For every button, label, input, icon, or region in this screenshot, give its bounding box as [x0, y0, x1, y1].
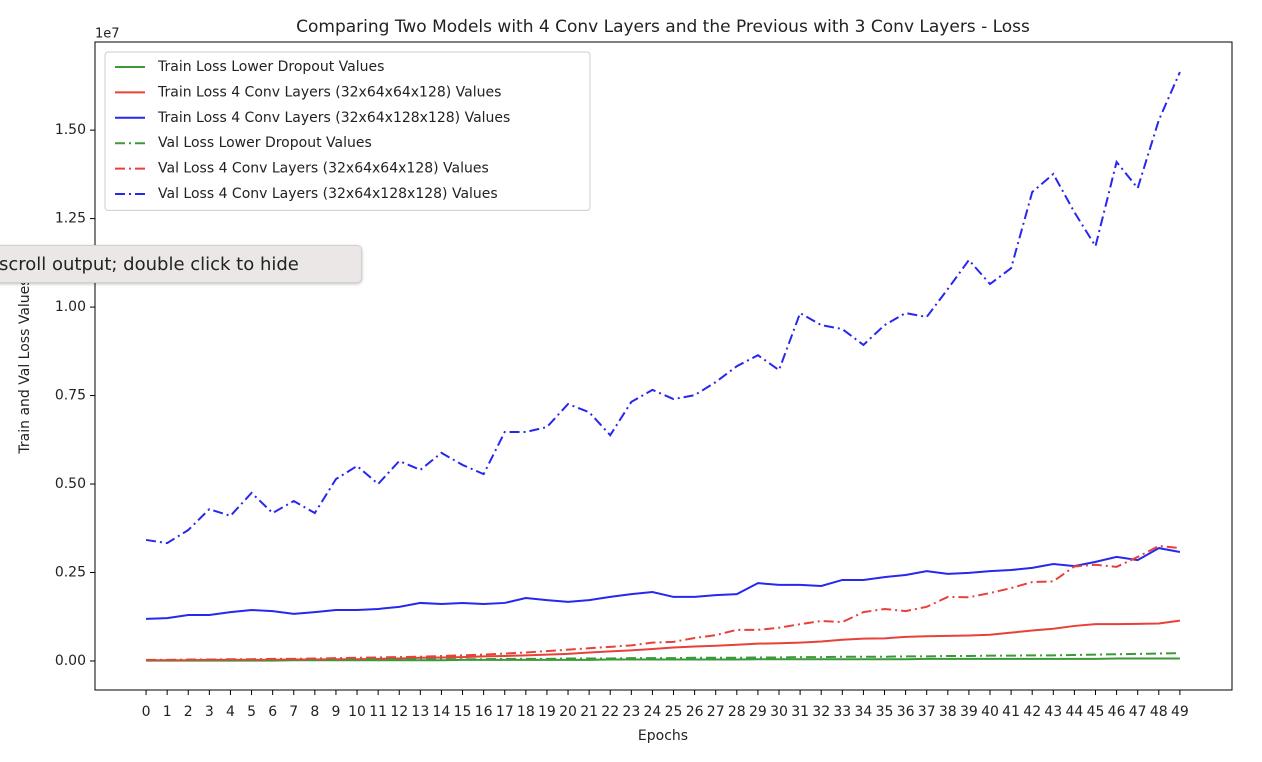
- x-tick-label: 9: [331, 704, 340, 720]
- chart-title: Comparing Two Models with 4 Conv Layers …: [296, 17, 1030, 37]
- series-line: [146, 619, 1181, 662]
- x-tick-label: 33: [833, 704, 851, 720]
- x-tick-label: 47: [1129, 704, 1147, 720]
- x-tick-label: 12: [390, 704, 408, 720]
- x-tick-label: 36: [897, 704, 915, 720]
- x-tick-label: 32: [812, 704, 830, 720]
- x-tick-label: 20: [559, 704, 577, 720]
- x-tick-label: 34: [854, 704, 872, 720]
- x-tick-label: 35: [876, 704, 894, 720]
- legend-label: Train Loss 4 Conv Layers (32x64x128x128)…: [157, 110, 510, 126]
- x-tick-label: 25: [665, 704, 683, 720]
- x-tick-label: 10: [348, 704, 366, 720]
- legend-label: Val Loss Lower Dropout Values: [158, 135, 372, 151]
- y-tick-label: 1.00: [55, 299, 86, 315]
- x-tick-label: 1: [163, 704, 172, 720]
- x-tick-label: 6: [268, 704, 277, 720]
- x-tick-label: 31: [791, 704, 809, 720]
- legend-label: Train Loss 4 Conv Layers (32x64x64x128) …: [157, 84, 501, 100]
- x-tick-label: 19: [538, 704, 556, 720]
- plot-frame: [94, 41, 1233, 691]
- x-tick-label: 29: [749, 704, 767, 720]
- x-tick-label: 49: [1171, 704, 1189, 720]
- x-tick-label: 2: [184, 704, 193, 720]
- y-tick-label: 1.25: [55, 211, 86, 227]
- x-tick-label: 13: [411, 704, 429, 720]
- x-tick-label: 44: [1065, 704, 1083, 720]
- x-tick-label: 43: [1044, 704, 1062, 720]
- x-tick-label: 42: [1023, 704, 1041, 720]
- x-tick-label: 14: [433, 704, 451, 720]
- x-tick-label: 45: [1087, 704, 1105, 720]
- x-tick-label: 23: [622, 704, 640, 720]
- x-tick-label: 27: [707, 704, 725, 720]
- y-tick-label: 0.50: [55, 476, 86, 492]
- series-line: [145, 71, 1181, 545]
- series-line: [146, 547, 1181, 620]
- x-tick-label: 46: [1108, 704, 1126, 720]
- x-tick-label: 30: [770, 704, 788, 720]
- x-tick-label: 39: [960, 704, 978, 720]
- x-tick-label: 22: [601, 704, 619, 720]
- x-tick-label: 5: [247, 704, 256, 720]
- x-tick-label: 28: [728, 704, 746, 720]
- x-tick-label: 0: [142, 704, 151, 720]
- x-tick-label: 38: [939, 704, 957, 720]
- x-tick-label: 4: [226, 704, 235, 720]
- y-axis-label: Train and Val Loss Values: [17, 278, 33, 454]
- y-tick-label: 0.25: [55, 565, 86, 581]
- x-tick-label: 7: [289, 704, 298, 720]
- x-tick-label: 48: [1150, 704, 1168, 720]
- x-tick-label: 18: [517, 704, 535, 720]
- series-line: [146, 544, 1180, 661]
- x-tick-label: 24: [644, 704, 662, 720]
- output-tooltip[interactable]: scroll output; double click to hide: [0, 245, 362, 283]
- x-tick-label: 41: [1002, 704, 1020, 720]
- x-tick-label: 21: [580, 704, 598, 720]
- legend-label: Val Loss 4 Conv Layers (32x64x64x128) Va…: [158, 161, 489, 177]
- series-line: [146, 652, 1180, 662]
- x-tick-label: 16: [475, 704, 493, 720]
- legend-label: Train Loss Lower Dropout Values: [157, 59, 384, 75]
- x-tick-label: 3: [205, 704, 214, 720]
- legend-label: Val Loss 4 Conv Layers (32x64x128x128) V…: [158, 186, 498, 202]
- legend-box: [104, 51, 591, 211]
- y-offset-label: 1e7: [95, 27, 120, 42]
- x-axis-label: Epochs: [638, 728, 688, 744]
- x-tick-label: 40: [981, 704, 999, 720]
- x-tick-label: 37: [918, 704, 936, 720]
- y-tick-label: 0.75: [55, 388, 86, 404]
- x-tick-label: 8: [310, 704, 319, 720]
- x-tick-label: 17: [496, 704, 514, 720]
- y-tick-label: 0.00: [55, 653, 86, 669]
- x-tick-label: 15: [454, 704, 472, 720]
- y-tick-label: 1.50: [55, 122, 86, 138]
- x-tick-label: 11: [369, 704, 387, 720]
- x-tick-label: 26: [686, 704, 704, 720]
